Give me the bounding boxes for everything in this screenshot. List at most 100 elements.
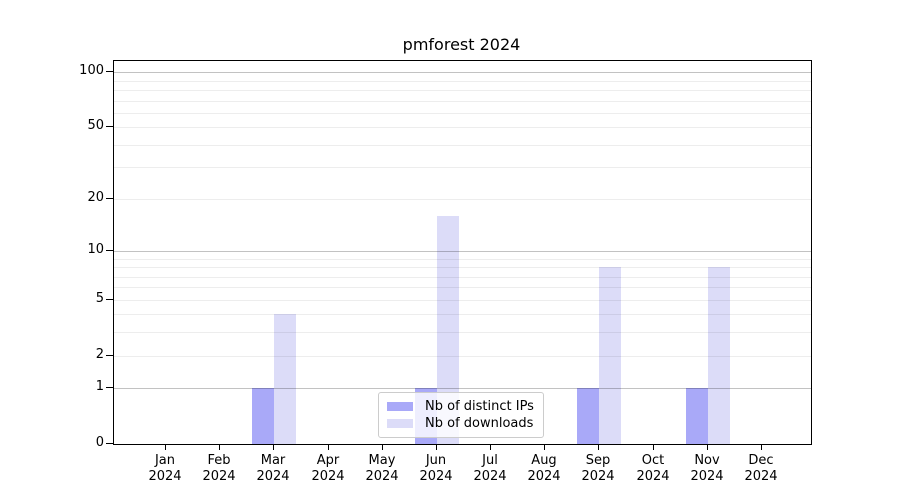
x-tick-month: Jul	[482, 453, 498, 468]
x-tick-label: Apr 2024	[296, 453, 360, 485]
x-tick-label: Sep 2024	[566, 453, 630, 485]
y-tick-label: 20	[87, 190, 104, 205]
x-tick-month: May	[368, 453, 396, 468]
y-tick-label: 0	[95, 435, 104, 450]
x-tick-label: Mar 2024	[241, 453, 305, 485]
x-tick-label: Jul 2024	[458, 453, 522, 485]
y-tick-mark	[106, 355, 113, 356]
x-tick-label: Nov 2024	[675, 453, 739, 485]
legend: Nb of distinct IPs Nb of downloads	[378, 392, 544, 438]
y-tick-label: 1	[95, 379, 104, 394]
chart-title: pmforest 2024	[402, 35, 521, 54]
bar-distinct-ips	[252, 388, 275, 444]
x-tick-mark	[165, 444, 166, 450]
plot-area: Nb of distinct IPs Nb of downloads	[113, 60, 812, 445]
legend-swatch-distinct-ips	[387, 402, 413, 411]
bar-distinct-ips	[685, 388, 708, 444]
x-tick-year: 2024	[148, 469, 182, 484]
x-tick-year: 2024	[419, 469, 453, 484]
x-tick-label: Feb 2024	[187, 453, 251, 485]
x-tick-year: 2024	[256, 469, 290, 484]
x-tick-year: 2024	[365, 469, 399, 484]
x-tick-year: 2024	[527, 469, 561, 484]
x-tick-month: Mar	[260, 453, 286, 468]
gridline-minor	[114, 356, 811, 357]
gridline-minor	[114, 332, 811, 333]
x-tick-year: 2024	[690, 469, 724, 484]
y-tick-mark	[106, 71, 113, 72]
gridline-minor	[114, 113, 811, 114]
x-tick-mark	[490, 444, 491, 450]
x-tick-label: Dec 2024	[729, 453, 793, 485]
x-tick-label: Oct 2024	[621, 453, 685, 485]
bar-distinct-ips	[577, 388, 600, 444]
gridline-minor	[114, 314, 811, 315]
bar-downloads	[436, 215, 459, 444]
legend-item-downloads: Nb of downloads	[387, 415, 535, 432]
x-tick-mark	[707, 444, 708, 450]
bar-downloads	[599, 267, 622, 444]
x-tick-month: Sep	[585, 453, 611, 468]
bar-downloads	[274, 314, 297, 444]
y-tick-label: 10	[87, 242, 104, 257]
y-tick-label: 50	[87, 118, 104, 133]
gridline-minor	[114, 101, 811, 102]
gridline-minor	[114, 300, 811, 301]
y-tick-mark	[106, 387, 113, 388]
x-tick-month: Oct	[641, 453, 665, 468]
gridline-minor	[114, 267, 811, 268]
x-tick-mark	[436, 444, 437, 450]
x-tick-mark	[761, 444, 762, 450]
y-tick-mark	[106, 126, 113, 127]
y-tick-label: 100	[79, 63, 104, 78]
x-tick-mark	[273, 444, 274, 450]
gridline-minor	[114, 287, 811, 288]
y-tick-mark	[106, 443, 113, 444]
x-tick-year: 2024	[636, 469, 670, 484]
bar-downloads	[707, 267, 730, 444]
x-tick-mark	[544, 444, 545, 450]
x-tick-label: Jun 2024	[404, 453, 468, 485]
gridline-minor	[114, 145, 811, 146]
x-tick-year: 2024	[473, 469, 507, 484]
gridline-minor	[114, 127, 811, 128]
y-tick-mark	[106, 198, 113, 199]
gridline-minor	[114, 277, 811, 278]
x-tick-year: 2024	[744, 469, 778, 484]
legend-swatch-downloads	[387, 419, 413, 428]
gridline-major	[114, 388, 811, 389]
gridline-minor	[114, 259, 811, 260]
y-tick-mark	[106, 299, 113, 300]
gridline-minor	[114, 199, 811, 200]
x-tick-month: Nov	[694, 453, 720, 468]
y-tick-label: 2	[95, 347, 104, 362]
x-tick-label: Aug 2024	[512, 453, 576, 485]
y-tick-label: 5	[95, 291, 104, 306]
legend-item-distinct-ips: Nb of distinct IPs	[387, 398, 535, 415]
x-tick-mark	[598, 444, 599, 450]
x-tick-month: Dec	[748, 453, 774, 468]
legend-label-distinct-ips: Nb of distinct IPs	[425, 399, 534, 414]
gridline-major	[114, 72, 811, 73]
x-tick-month: Jun	[425, 453, 447, 468]
x-tick-mark	[653, 444, 654, 450]
y-tick-mark	[106, 250, 113, 251]
x-tick-label: Jan 2024	[133, 453, 197, 485]
x-tick-month: Apr	[316, 453, 340, 468]
gridline-major	[114, 251, 811, 252]
gridline-minor	[114, 167, 811, 168]
x-tick-year: 2024	[202, 469, 236, 484]
x-tick-mark	[219, 444, 220, 450]
x-tick-year: 2024	[581, 469, 615, 484]
gridline-minor	[114, 81, 811, 82]
x-tick-mark	[328, 444, 329, 450]
x-tick-month: Aug	[531, 453, 557, 468]
x-tick-mark	[382, 444, 383, 450]
gridline-minor	[114, 90, 811, 91]
x-tick-month: Feb	[207, 453, 231, 468]
legend-label-downloads: Nb of downloads	[425, 416, 534, 431]
x-tick-month: Jan	[154, 453, 176, 468]
x-tick-label: May 2024	[350, 453, 414, 485]
x-tick-year: 2024	[311, 469, 345, 484]
